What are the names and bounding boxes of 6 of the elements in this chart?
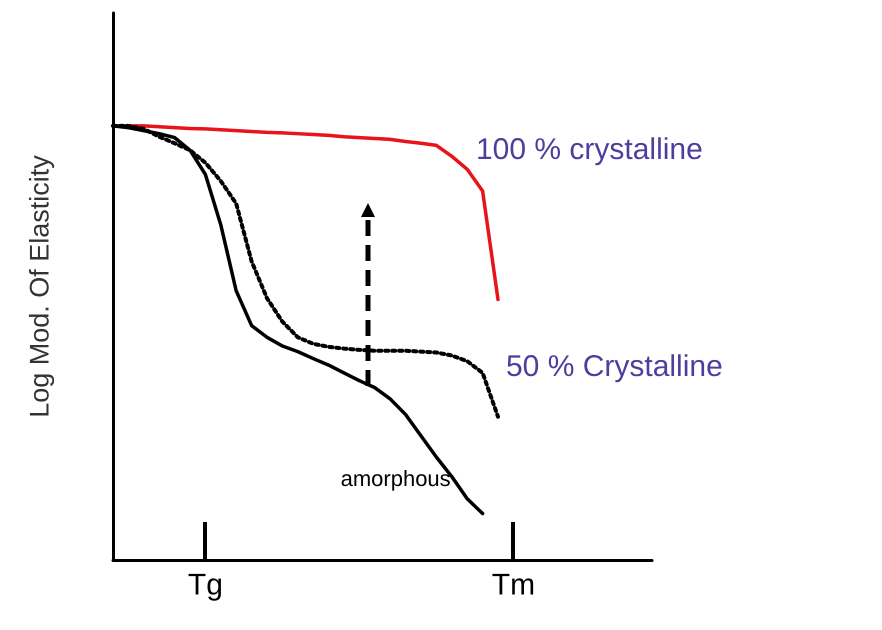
- series-label: amorphous: [340, 466, 451, 492]
- x-tick-label: Tm: [492, 568, 536, 602]
- series-label: 50 % Crystalline: [506, 350, 723, 384]
- x-tick-label: Tg: [188, 568, 223, 602]
- y-axis-title: Log Mod. Of Elasticity: [24, 154, 54, 418]
- series-label: 100 % crystalline: [476, 133, 703, 166]
